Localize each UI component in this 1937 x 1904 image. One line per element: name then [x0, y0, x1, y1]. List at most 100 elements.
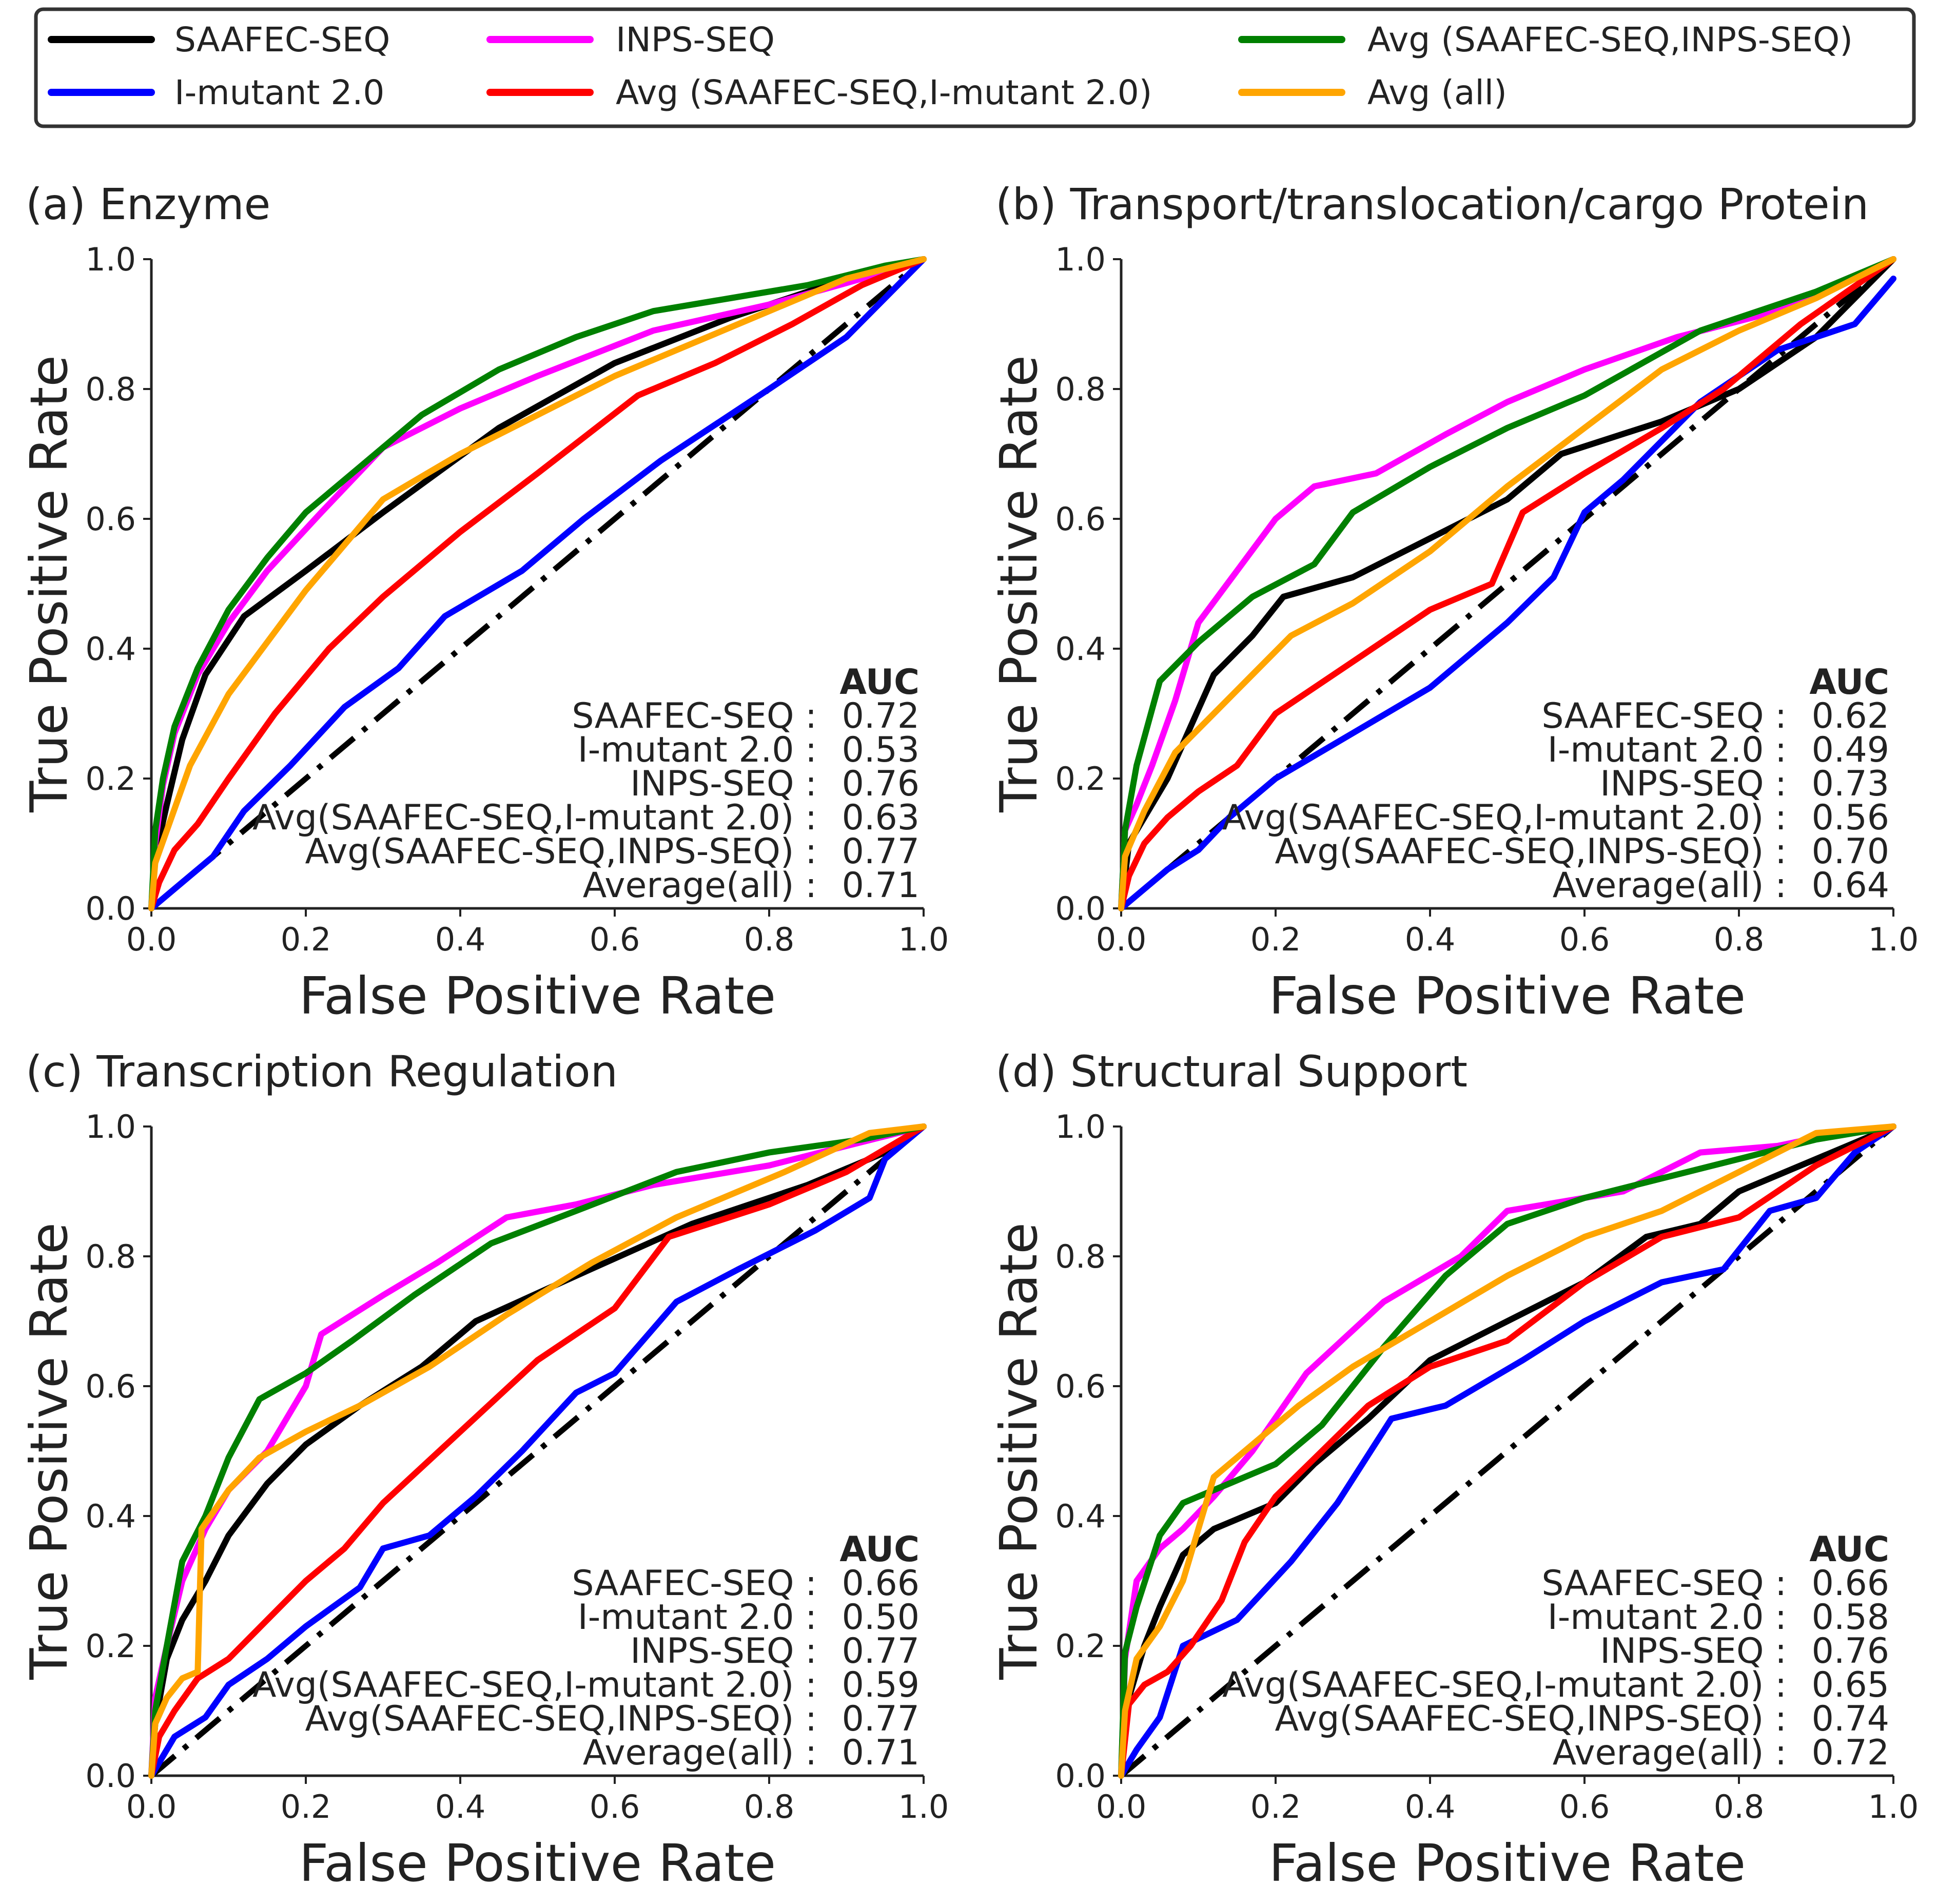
auc-label: Average(all) : — [1553, 865, 1787, 906]
auc-label: I-mutant 2.0 : — [1548, 730, 1787, 770]
x-tick-label: 0.4 — [1405, 921, 1456, 958]
legend-label-avg-all: Avg (all) — [1367, 73, 1507, 112]
y-tick-label: 1.0 — [1055, 241, 1106, 278]
roc-line-avg-saafec-seq-inps-seq — [1118, 256, 1896, 911]
auc-label: SAAFEC-SEQ : — [572, 696, 817, 736]
x-tick-label: 0.6 — [590, 1788, 640, 1825]
auc-value: 0.70 — [1812, 831, 1889, 872]
auc-value: 0.66 — [842, 1563, 919, 1604]
y-tick-label: 0.4 — [85, 630, 136, 668]
auc-value: 0.56 — [1812, 798, 1889, 838]
chart-panel-2: (b) Transport/translocation/cargo Protei… — [989, 179, 1919, 1026]
auc-label: Average(all) : — [1553, 1733, 1787, 1773]
auc-label: I-mutant 2.0 : — [578, 1597, 817, 1638]
auc-label: Average(all) : — [583, 865, 817, 906]
panel-title: (d) Structural Support — [995, 1046, 1468, 1097]
roc-line-avg-all — [1118, 1123, 1896, 1779]
chart-panel-3: (c) Transcription Regulation 0.0 0.2 0.4 0.6… — [19, 1046, 949, 1893]
x-tick-label: 0.4 — [435, 1788, 486, 1825]
legend-label-i-mutant: I-mutant 2.0 — [174, 73, 384, 112]
auc-value: 0.77 — [842, 1699, 919, 1739]
roc-line-avg-all — [1118, 256, 1896, 911]
chart-panels: (a) Enzyme 0.0 0.2 0.4 0.6 0.8 1.0 0.0 0.2 0.4 0.6… — [19, 179, 1919, 1893]
chance-diagonal-line — [1119, 1124, 1895, 1778]
x-tick-label: 0.0 — [126, 921, 177, 958]
y-axis-title: True Positive Rate — [19, 355, 79, 813]
auc-value: 0.77 — [842, 1631, 919, 1672]
auc-label: INPS-SEQ : — [1600, 764, 1787, 804]
x-tick-label: 0.6 — [1559, 921, 1610, 958]
y-tick-label: 0.6 — [1055, 1368, 1106, 1405]
auc-label: Avg(SAAFEC-SEQ,I-mutant 2.0) : — [252, 1665, 817, 1705]
auc-label: SAAFEC-SEQ : — [572, 1563, 817, 1604]
x-axis-title: False Positive Rate — [299, 1833, 776, 1893]
auc-value: 0.49 — [1812, 730, 1889, 770]
auc-label: Avg(SAAFEC-SEQ,INPS-SEQ) : — [1275, 831, 1787, 872]
y-tick-label: 0.0 — [1055, 1757, 1106, 1795]
x-tick-label: 0.2 — [1250, 1788, 1301, 1825]
auc-header: AUC — [839, 1529, 919, 1570]
roc-line-i-mutant-2-0 — [1118, 1123, 1896, 1779]
auc-value: 0.62 — [1812, 696, 1889, 736]
panel-title: (a) Enzyme — [26, 179, 270, 229]
y-tick-label: 0.6 — [1055, 500, 1106, 538]
x-tick-label: 1.0 — [1868, 921, 1919, 958]
x-tick-label: 0.2 — [1250, 921, 1301, 958]
auc-value: 0.76 — [1812, 1631, 1889, 1672]
roc-line-saafec-seq — [1118, 1123, 1896, 1779]
y-tick-label: 0.8 — [85, 1238, 136, 1275]
roc-line-saafec-seq — [148, 256, 927, 911]
x-tick-label: 0.4 — [435, 921, 486, 958]
auc-value: 0.64 — [1812, 865, 1889, 906]
auc-value: 0.58 — [1812, 1597, 1889, 1638]
roc-line-i-mutant-2-0 — [148, 256, 927, 911]
auc-label: Avg(SAAFEC-SEQ,I-mutant 2.0) : — [1222, 1665, 1787, 1705]
chance-diagonal-line — [149, 257, 926, 911]
y-axis-title: True Positive Rate — [19, 1222, 79, 1680]
y-tick-label: 0.4 — [1055, 1498, 1106, 1535]
auc-value: 0.74 — [1812, 1699, 1889, 1739]
y-tick-label: 0.4 — [1055, 630, 1106, 668]
legend-label-saafec-seq: SAAFEC-SEQ — [174, 20, 390, 60]
y-tick-label: 0.8 — [1055, 371, 1106, 408]
legend-label-avg-saafec-inps: Avg (SAAFEC-SEQ,INPS-SEQ) — [1367, 20, 1853, 60]
y-tick-label: 0.8 — [85, 371, 136, 408]
x-tick-label: 0.0 — [1096, 921, 1147, 958]
legend-label-avg-saafec-imutant: Avg (SAAFEC-SEQ,I-mutant 2.0) — [616, 73, 1152, 112]
y-tick-label: 0.4 — [85, 1498, 136, 1535]
x-tick-label: 0.8 — [1714, 921, 1765, 958]
auc-value: 0.72 — [842, 696, 919, 736]
y-tick-label: 0.6 — [85, 1368, 136, 1405]
panel-title: (b) Transport/translocation/cargo Protei… — [995, 179, 1869, 229]
roc-line-avg-saafec-seq-i-mutant-2-0 — [1118, 256, 1896, 911]
auc-value: 0.76 — [842, 764, 919, 804]
x-tick-label: 1.0 — [898, 1788, 949, 1825]
y-tick-label: 0.2 — [1055, 1627, 1106, 1665]
roc-line-avg-saafec-seq-i-mutant-2-0 — [148, 256, 927, 911]
auc-label: Avg(SAAFEC-SEQ,INPS-SEQ) : — [1275, 1699, 1787, 1739]
chance-diagonal-line — [149, 1124, 926, 1778]
auc-label: INPS-SEQ : — [630, 1631, 817, 1672]
x-tick-label: 0.8 — [744, 1788, 795, 1825]
auc-label: Avg(SAAFEC-SEQ,I-mutant 2.0) : — [1222, 798, 1787, 838]
y-tick-label: 0.6 — [85, 500, 136, 538]
y-axis-title: True Positive Rate — [989, 1222, 1049, 1680]
auc-header: AUC — [1809, 662, 1889, 703]
x-tick-label: 0.8 — [1714, 1788, 1765, 1825]
auc-value: 0.77 — [842, 831, 919, 872]
x-axis-title: False Positive Rate — [1269, 966, 1746, 1026]
roc-line-avg-all — [148, 1123, 927, 1779]
chart-panel-1: (a) Enzyme 0.0 0.2 0.4 0.6 0.8 1.0 0.0 0.2 0.4 0.6… — [19, 179, 949, 1026]
auc-value: 0.63 — [842, 798, 919, 838]
chance-diagonal-line — [1119, 257, 1895, 911]
y-tick-label: 0.8 — [1055, 1238, 1106, 1275]
y-tick-label: 0.2 — [85, 760, 136, 798]
x-tick-label: 0.6 — [590, 921, 640, 958]
x-tick-label: 0.2 — [281, 921, 331, 958]
roc-line-avg-saafec-seq-i-mutant-2-0 — [148, 1123, 927, 1779]
y-tick-label: 0.0 — [85, 890, 136, 927]
auc-label: Avg(SAAFEC-SEQ,INPS-SEQ) : — [305, 1699, 817, 1739]
x-tick-label: 1.0 — [898, 921, 949, 958]
auc-label: Avg(SAAFEC-SEQ,I-mutant 2.0) : — [252, 798, 817, 838]
